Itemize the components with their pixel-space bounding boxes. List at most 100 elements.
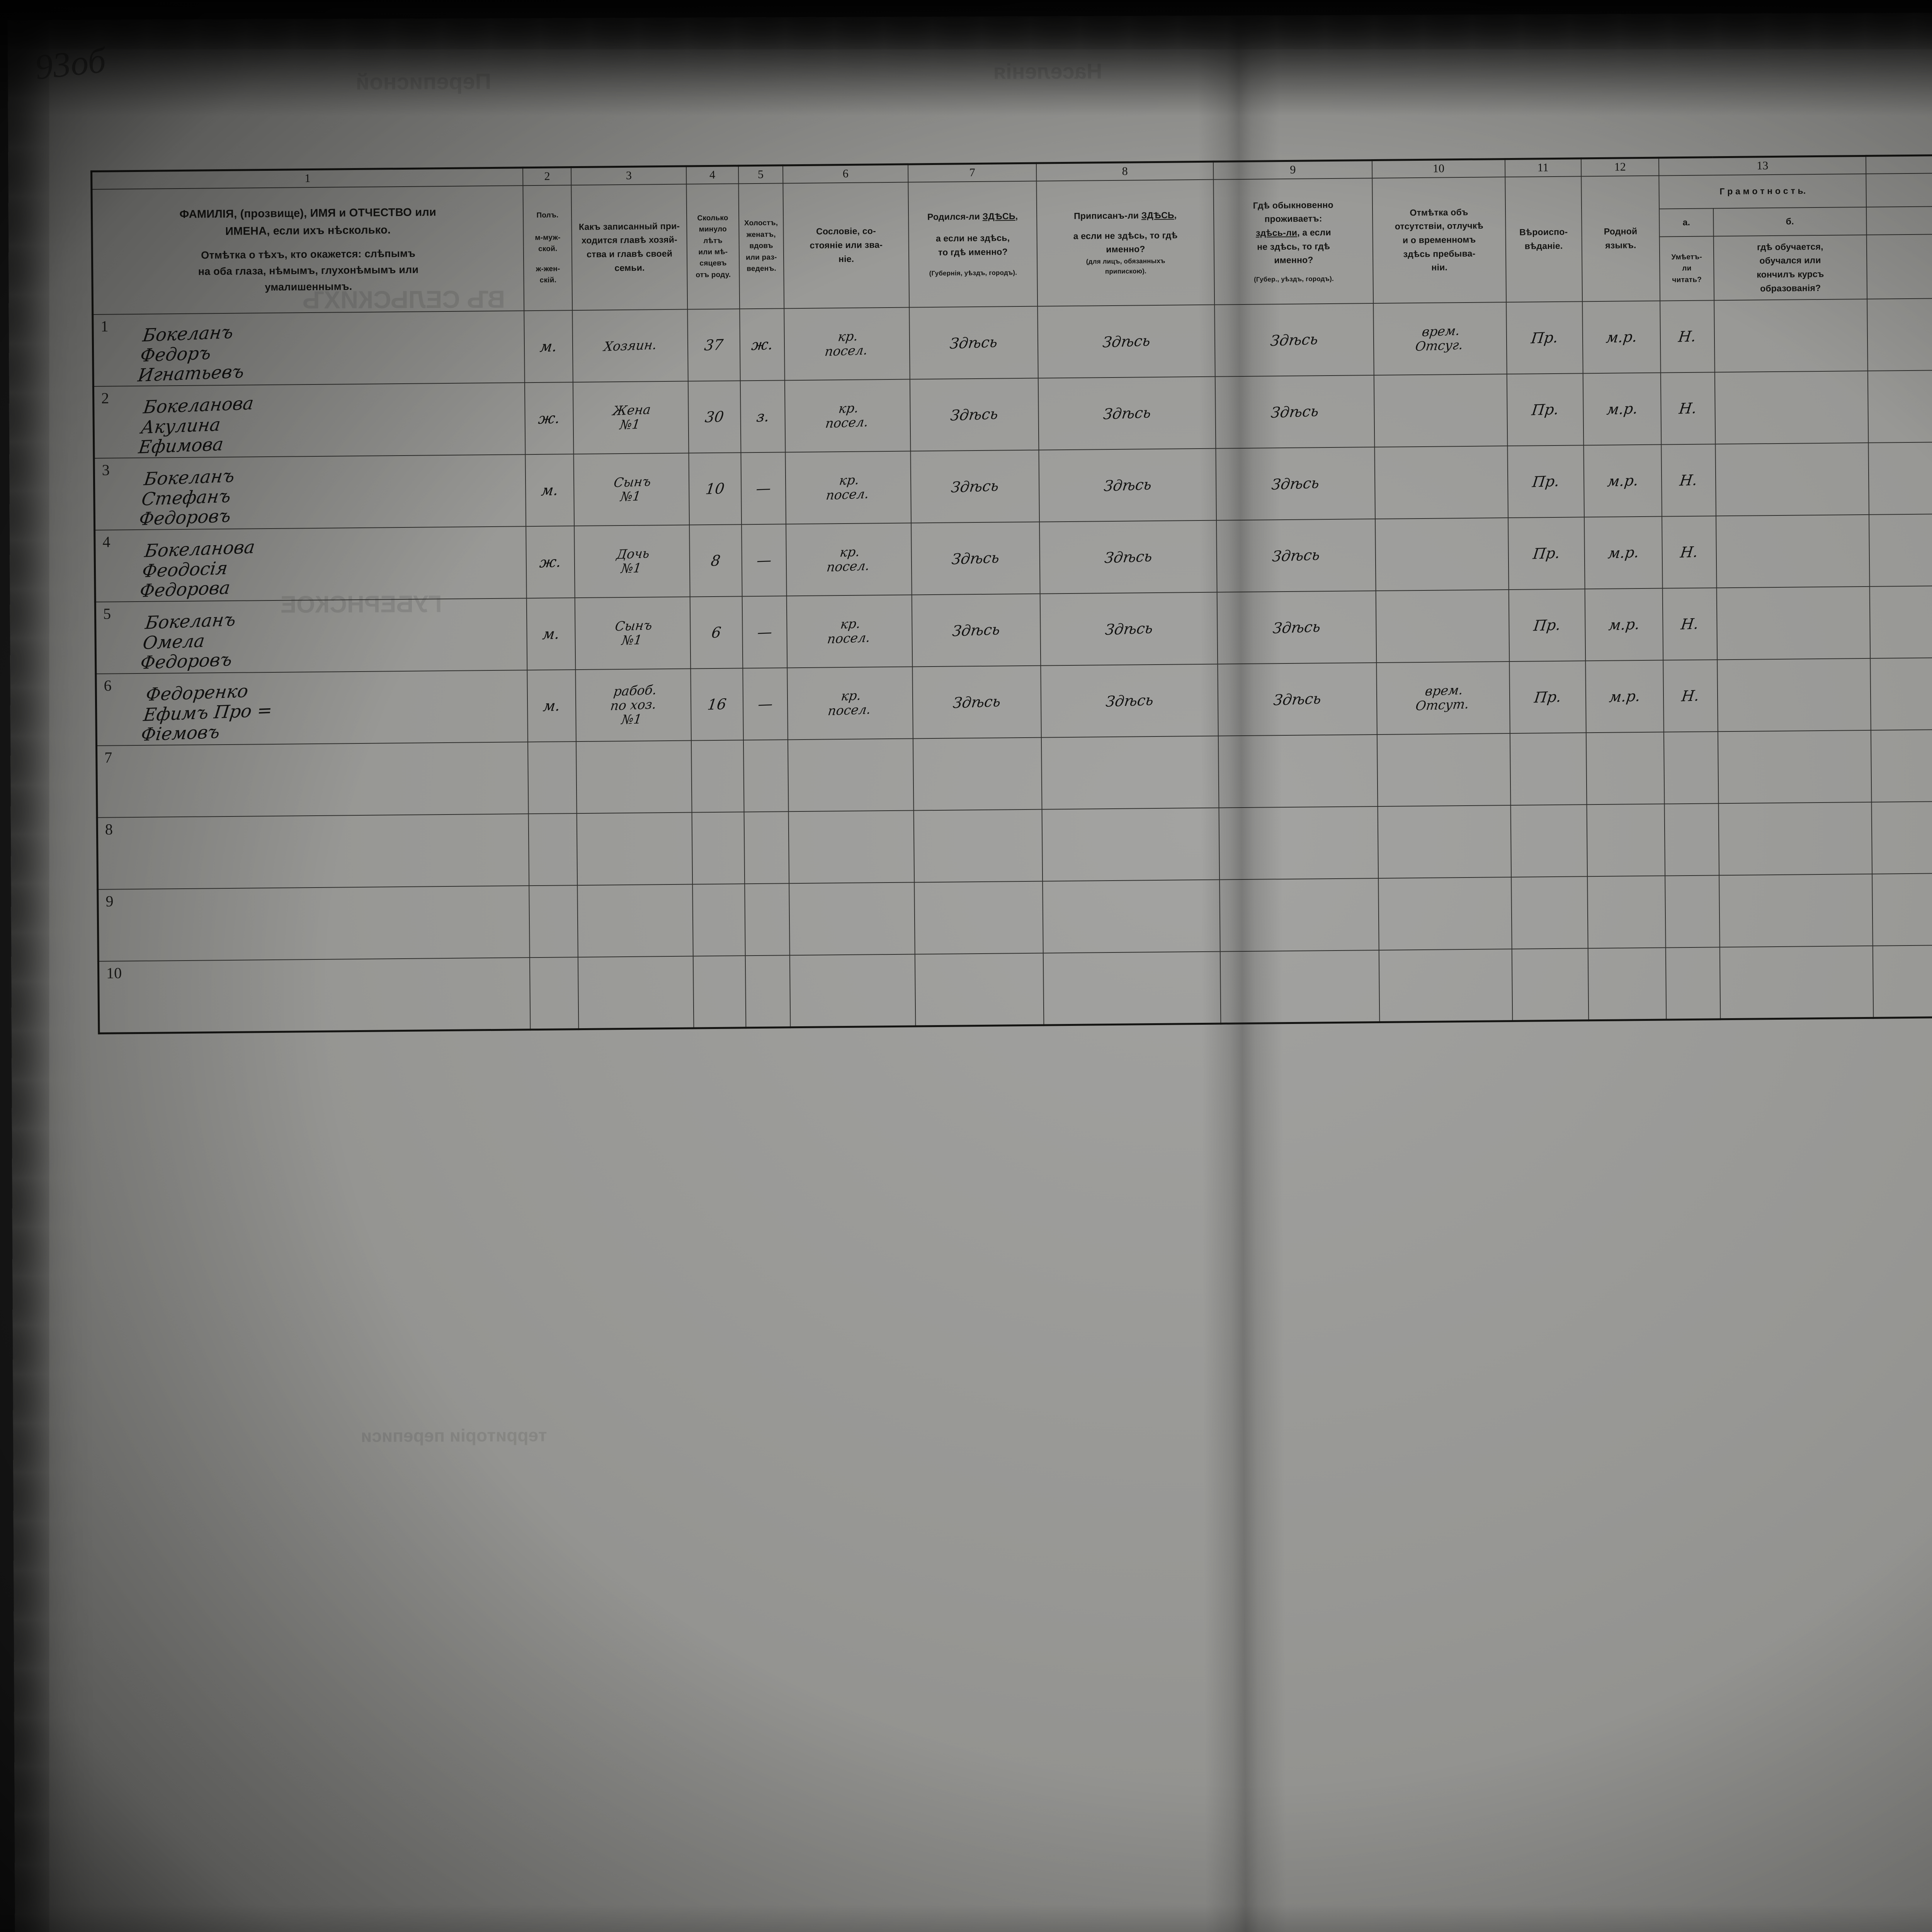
registration-cell[interactable] bbox=[1042, 808, 1220, 881]
relation-cell[interactable] bbox=[577, 884, 693, 957]
native-language-cell[interactable]: м.р. bbox=[1582, 301, 1661, 374]
age-cell[interactable] bbox=[692, 812, 745, 884]
literacy-can-read-cell[interactable] bbox=[1664, 803, 1719, 876]
residence-cell[interactable] bbox=[1219, 806, 1379, 880]
marital-status-cell[interactable]: — bbox=[741, 452, 786, 525]
estate-cell[interactable]: кр. посел. bbox=[784, 307, 910, 381]
relation-cell[interactable]: Дочь №1 bbox=[574, 525, 690, 598]
marital-status-cell[interactable]: — bbox=[742, 596, 787, 668]
age-cell[interactable] bbox=[693, 956, 746, 1028]
marital-status-cell[interactable]: — bbox=[742, 668, 788, 740]
occupation-main-cell[interactable]: при родителяхъ bbox=[1868, 440, 1932, 515]
literacy-education-cell[interactable] bbox=[1714, 299, 1868, 372]
literacy-education-cell[interactable] bbox=[1716, 587, 1871, 660]
residence-cell[interactable] bbox=[1219, 878, 1379, 952]
person-name-cell[interactable]: 8 bbox=[97, 814, 529, 890]
religion-cell[interactable]: Пр. bbox=[1506, 301, 1583, 374]
person-name-cell[interactable]: 7 bbox=[96, 742, 529, 818]
estate-cell[interactable]: кр. посел. bbox=[786, 523, 912, 596]
sex-cell[interactable]: ж. bbox=[525, 382, 574, 455]
absence-note-cell[interactable] bbox=[1379, 949, 1513, 1022]
marital-status-cell[interactable]: ж. bbox=[739, 308, 785, 381]
person-name-cell[interactable]: 10 bbox=[98, 957, 531, 1034]
absence-note-cell[interactable] bbox=[1374, 374, 1508, 447]
registration-cell[interactable]: Здѣсь bbox=[1040, 664, 1219, 738]
birthplace-cell[interactable]: Здѣсь bbox=[910, 450, 1039, 523]
estate-cell[interactable]: кр. посел. bbox=[784, 379, 911, 452]
marital-status-cell[interactable] bbox=[744, 811, 789, 884]
residence-cell[interactable]: Здѣсь bbox=[1215, 375, 1375, 449]
estate-cell[interactable] bbox=[789, 954, 916, 1027]
absence-note-cell[interactable] bbox=[1378, 805, 1511, 879]
literacy-can-read-cell[interactable]: Н. bbox=[1660, 300, 1715, 373]
literacy-education-cell[interactable] bbox=[1719, 874, 1873, 947]
absence-note-cell[interactable] bbox=[1376, 590, 1509, 663]
residence-cell[interactable]: Здѣсь bbox=[1217, 591, 1377, 664]
occupation-main-cell[interactable]: при родителяхъ bbox=[1869, 512, 1932, 587]
sex-cell[interactable] bbox=[529, 813, 578, 886]
literacy-can-read-cell[interactable]: Н. bbox=[1662, 516, 1717, 588]
age-cell[interactable]: 37 bbox=[687, 309, 740, 381]
birthplace-cell[interactable]: Здѣсь bbox=[909, 306, 1038, 379]
native-language-cell[interactable]: м.р. bbox=[1585, 660, 1664, 733]
native-language-cell[interactable] bbox=[1587, 804, 1665, 877]
birthplace-cell[interactable]: Здѣсь bbox=[910, 378, 1039, 451]
relation-cell[interactable] bbox=[577, 812, 693, 886]
literacy-can-read-cell[interactable] bbox=[1664, 731, 1719, 804]
religion-cell[interactable] bbox=[1512, 948, 1589, 1021]
estate-cell[interactable]: кр. посел. bbox=[786, 595, 913, 668]
age-cell[interactable]: 6 bbox=[690, 596, 743, 669]
native-language-cell[interactable] bbox=[1586, 732, 1665, 805]
sex-cell[interactable]: ж. bbox=[526, 526, 575, 599]
relation-cell[interactable]: Сынъ №1 bbox=[573, 453, 690, 526]
literacy-can-read-cell[interactable] bbox=[1666, 947, 1721, 1020]
absence-note-cell[interactable]: врем. Отсуг. bbox=[1373, 302, 1507, 376]
person-name-cell[interactable]: 5 Бокеланъ Омела Федоровъ bbox=[95, 598, 527, 674]
religion-cell[interactable]: Пр. bbox=[1507, 445, 1584, 518]
literacy-education-cell[interactable] bbox=[1719, 946, 1874, 1019]
estate-cell[interactable] bbox=[788, 810, 915, 884]
literacy-can-read-cell[interactable]: Н. bbox=[1663, 660, 1718, 732]
registration-cell[interactable] bbox=[1043, 951, 1221, 1025]
sex-cell[interactable]: м. bbox=[527, 670, 577, 742]
absence-note-cell[interactable]: врем. Отсут. bbox=[1376, 662, 1510, 735]
sex-cell[interactable]: м. bbox=[527, 598, 576, 670]
literacy-education-cell[interactable] bbox=[1718, 730, 1872, 804]
birthplace-cell[interactable] bbox=[915, 953, 1044, 1026]
native-language-cell[interactable]: м.р. bbox=[1585, 588, 1663, 661]
absence-note-cell[interactable] bbox=[1377, 733, 1511, 807]
birthplace-cell[interactable] bbox=[913, 737, 1042, 811]
occupation-main-cell[interactable] bbox=[1872, 871, 1932, 946]
absence-note-cell[interactable] bbox=[1374, 446, 1508, 519]
person-name-cell[interactable]: 1 Бокеланъ Федоръ Игнатьевъ bbox=[92, 311, 525, 387]
age-cell[interactable] bbox=[691, 740, 744, 813]
literacy-education-cell[interactable] bbox=[1714, 371, 1869, 444]
sex-cell[interactable] bbox=[529, 885, 578, 958]
relation-cell[interactable]: Жена №1 bbox=[573, 381, 689, 454]
registration-cell[interactable]: Здѣсь bbox=[1038, 377, 1216, 451]
occupation-main-cell[interactable]: сроковой работникъ bbox=[1870, 656, 1932, 731]
sex-cell[interactable] bbox=[530, 957, 579, 1030]
occupation-main-cell[interactable] bbox=[1871, 728, 1932, 803]
native-language-cell[interactable]: м.р. bbox=[1584, 516, 1663, 589]
registration-cell[interactable] bbox=[1042, 879, 1221, 953]
absence-note-cell[interactable] bbox=[1375, 518, 1509, 591]
relation-cell[interactable]: рабоб. по хоз. №1 bbox=[575, 668, 692, 742]
native-language-cell[interactable]: м.р. bbox=[1583, 444, 1662, 517]
estate-cell[interactable]: кр. посел. bbox=[785, 451, 912, 524]
literacy-education-cell[interactable] bbox=[1716, 515, 1870, 588]
absence-note-cell[interactable] bbox=[1378, 877, 1512, 951]
literacy-can-read-cell[interactable]: Н. bbox=[1661, 372, 1716, 445]
registration-cell[interactable]: Здѣсь bbox=[1039, 520, 1218, 594]
age-cell[interactable]: 30 bbox=[688, 381, 741, 453]
religion-cell[interactable]: Пр. bbox=[1509, 589, 1585, 662]
religion-cell[interactable]: Пр. bbox=[1508, 517, 1585, 590]
religion-cell[interactable] bbox=[1511, 876, 1588, 949]
registration-cell[interactable]: Здѣсь bbox=[1039, 449, 1217, 522]
sex-cell[interactable]: м. bbox=[525, 454, 575, 527]
birthplace-cell[interactable]: Здѣсь bbox=[911, 522, 1040, 595]
literacy-education-cell[interactable] bbox=[1717, 658, 1871, 732]
person-name-cell[interactable]: 4 Бокеланова Феодосія Федорова bbox=[94, 526, 527, 602]
religion-cell[interactable]: Пр. bbox=[1509, 661, 1586, 734]
literacy-education-cell[interactable] bbox=[1715, 443, 1869, 516]
